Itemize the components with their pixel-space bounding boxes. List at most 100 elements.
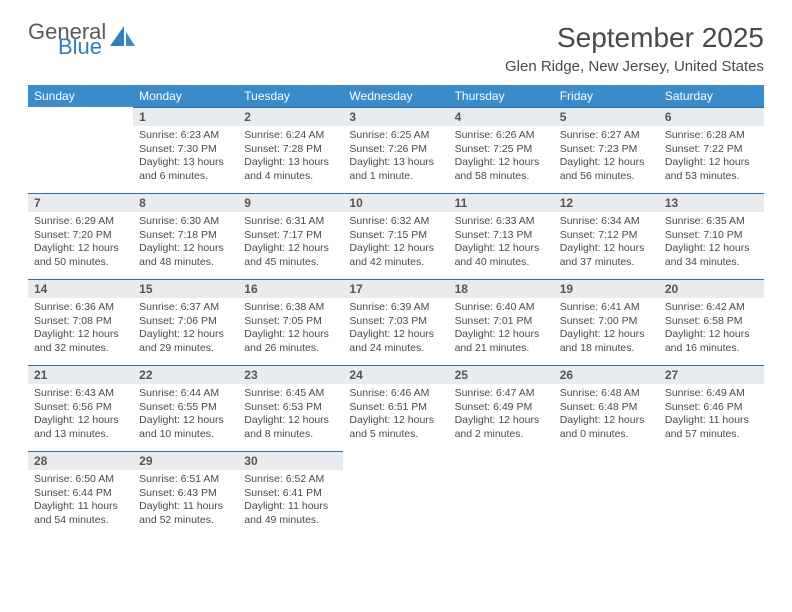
calendar-cell: 19Sunrise: 6:41 AMSunset: 7:00 PMDayligh…	[554, 279, 659, 365]
day-sr: Sunrise: 6:45 AM	[244, 387, 337, 401]
day-info: Sunrise: 6:43 AMSunset: 6:56 PMDaylight:…	[28, 384, 133, 448]
calendar-cell: 22Sunrise: 6:44 AMSunset: 6:55 PMDayligh…	[133, 365, 238, 451]
day-ss: Sunset: 7:30 PM	[139, 143, 232, 157]
day-dl: Daylight: 12 hours and 34 minutes.	[665, 242, 758, 269]
day-number: 28	[28, 451, 133, 470]
day-number: 11	[449, 193, 554, 212]
calendar-cell: 30Sunrise: 6:52 AMSunset: 6:41 PMDayligh…	[238, 451, 343, 537]
calendar-cell: 24Sunrise: 6:46 AMSunset: 6:51 PMDayligh…	[343, 365, 448, 451]
day-sr: Sunrise: 6:26 AM	[455, 129, 548, 143]
day-info: Sunrise: 6:26 AMSunset: 7:25 PMDaylight:…	[449, 126, 554, 190]
calendar-week: 28Sunrise: 6:50 AMSunset: 6:44 PMDayligh…	[28, 451, 764, 537]
day-number: 13	[659, 193, 764, 212]
day-number: 7	[28, 193, 133, 212]
day-info: Sunrise: 6:28 AMSunset: 7:22 PMDaylight:…	[659, 126, 764, 190]
calendar-cell: 18Sunrise: 6:40 AMSunset: 7:01 PMDayligh…	[449, 279, 554, 365]
calendar-header-row: SundayMondayTuesdayWednesdayThursdayFrid…	[28, 85, 764, 107]
header: General Blue September 2025 Glen Ridge, …	[28, 22, 764, 75]
day-info: Sunrise: 6:51 AMSunset: 6:43 PMDaylight:…	[133, 470, 238, 534]
day-ss: Sunset: 7:05 PM	[244, 315, 337, 329]
day-sr: Sunrise: 6:51 AM	[139, 473, 232, 487]
calendar-cell	[554, 451, 659, 537]
day-number: 6	[659, 107, 764, 126]
day-ss: Sunset: 7:23 PM	[560, 143, 653, 157]
weekday-header: Tuesday	[238, 85, 343, 107]
day-dl: Daylight: 12 hours and 42 minutes.	[349, 242, 442, 269]
day-sr: Sunrise: 6:29 AM	[34, 215, 127, 229]
calendar-cell: 16Sunrise: 6:38 AMSunset: 7:05 PMDayligh…	[238, 279, 343, 365]
calendar-cell	[449, 451, 554, 537]
calendar-week: 7Sunrise: 6:29 AMSunset: 7:20 PMDaylight…	[28, 193, 764, 279]
calendar-cell	[659, 451, 764, 537]
day-dl: Daylight: 13 hours and 6 minutes.	[139, 156, 232, 183]
weekday-header: Sunday	[28, 85, 133, 107]
day-info: Sunrise: 6:48 AMSunset: 6:48 PMDaylight:…	[554, 384, 659, 448]
day-number: 24	[343, 365, 448, 384]
weekday-header: Saturday	[659, 85, 764, 107]
calendar-cell: 2Sunrise: 6:24 AMSunset: 7:28 PMDaylight…	[238, 107, 343, 193]
day-sr: Sunrise: 6:32 AM	[349, 215, 442, 229]
day-dl: Daylight: 12 hours and 58 minutes.	[455, 156, 548, 183]
day-info: Sunrise: 6:46 AMSunset: 6:51 PMDaylight:…	[343, 384, 448, 448]
day-ss: Sunset: 6:56 PM	[34, 401, 127, 415]
day-number: 12	[554, 193, 659, 212]
day-ss: Sunset: 7:00 PM	[560, 315, 653, 329]
calendar-cell: 14Sunrise: 6:36 AMSunset: 7:08 PMDayligh…	[28, 279, 133, 365]
day-sr: Sunrise: 6:52 AM	[244, 473, 337, 487]
calendar-cell: 15Sunrise: 6:37 AMSunset: 7:06 PMDayligh…	[133, 279, 238, 365]
calendar-cell: 17Sunrise: 6:39 AMSunset: 7:03 PMDayligh…	[343, 279, 448, 365]
day-number: 14	[28, 279, 133, 298]
calendar-week: 21Sunrise: 6:43 AMSunset: 6:56 PMDayligh…	[28, 365, 764, 451]
calendar-cell: 23Sunrise: 6:45 AMSunset: 6:53 PMDayligh…	[238, 365, 343, 451]
day-number: 18	[449, 279, 554, 298]
calendar-cell	[28, 107, 133, 193]
day-number: 9	[238, 193, 343, 212]
day-dl: Daylight: 12 hours and 56 minutes.	[560, 156, 653, 183]
day-dl: Daylight: 13 hours and 1 minute.	[349, 156, 442, 183]
day-ss: Sunset: 6:58 PM	[665, 315, 758, 329]
day-ss: Sunset: 6:48 PM	[560, 401, 653, 415]
day-number: 20	[659, 279, 764, 298]
day-info: Sunrise: 6:33 AMSunset: 7:13 PMDaylight:…	[449, 212, 554, 276]
day-ss: Sunset: 7:18 PM	[139, 229, 232, 243]
day-info: Sunrise: 6:31 AMSunset: 7:17 PMDaylight:…	[238, 212, 343, 276]
day-dl: Daylight: 12 hours and 40 minutes.	[455, 242, 548, 269]
day-ss: Sunset: 6:41 PM	[244, 487, 337, 501]
day-sr: Sunrise: 6:46 AM	[349, 387, 442, 401]
calendar-week: 1Sunrise: 6:23 AMSunset: 7:30 PMDaylight…	[28, 107, 764, 193]
calendar-cell: 13Sunrise: 6:35 AMSunset: 7:10 PMDayligh…	[659, 193, 764, 279]
day-info: Sunrise: 6:34 AMSunset: 7:12 PMDaylight:…	[554, 212, 659, 276]
calendar-cell: 12Sunrise: 6:34 AMSunset: 7:12 PMDayligh…	[554, 193, 659, 279]
day-dl: Daylight: 12 hours and 50 minutes.	[34, 242, 127, 269]
day-info: Sunrise: 6:41 AMSunset: 7:00 PMDaylight:…	[554, 298, 659, 362]
day-ss: Sunset: 7:13 PM	[455, 229, 548, 243]
day-number: 22	[133, 365, 238, 384]
day-info: Sunrise: 6:45 AMSunset: 6:53 PMDaylight:…	[238, 384, 343, 448]
day-ss: Sunset: 6:53 PM	[244, 401, 337, 415]
day-number: 16	[238, 279, 343, 298]
day-info: Sunrise: 6:39 AMSunset: 7:03 PMDaylight:…	[343, 298, 448, 362]
calendar-cell: 4Sunrise: 6:26 AMSunset: 7:25 PMDaylight…	[449, 107, 554, 193]
day-dl: Daylight: 12 hours and 8 minutes.	[244, 414, 337, 441]
day-number: 21	[28, 365, 133, 384]
day-info: Sunrise: 6:36 AMSunset: 7:08 PMDaylight:…	[28, 298, 133, 362]
day-dl: Daylight: 11 hours and 49 minutes.	[244, 500, 337, 527]
day-dl: Daylight: 12 hours and 16 minutes.	[665, 328, 758, 355]
day-dl: Daylight: 12 hours and 5 minutes.	[349, 414, 442, 441]
day-sr: Sunrise: 6:27 AM	[560, 129, 653, 143]
day-sr: Sunrise: 6:30 AM	[139, 215, 232, 229]
day-sr: Sunrise: 6:43 AM	[34, 387, 127, 401]
calendar-cell	[343, 451, 448, 537]
day-number: 3	[343, 107, 448, 126]
day-number: 4	[449, 107, 554, 126]
weekday-header: Friday	[554, 85, 659, 107]
day-info: Sunrise: 6:35 AMSunset: 7:10 PMDaylight:…	[659, 212, 764, 276]
day-sr: Sunrise: 6:34 AM	[560, 215, 653, 229]
logo-sail-icon	[110, 26, 136, 53]
day-number: 5	[554, 107, 659, 126]
day-sr: Sunrise: 6:47 AM	[455, 387, 548, 401]
day-sr: Sunrise: 6:31 AM	[244, 215, 337, 229]
day-sr: Sunrise: 6:42 AM	[665, 301, 758, 315]
day-info: Sunrise: 6:25 AMSunset: 7:26 PMDaylight:…	[343, 126, 448, 190]
day-ss: Sunset: 7:01 PM	[455, 315, 548, 329]
